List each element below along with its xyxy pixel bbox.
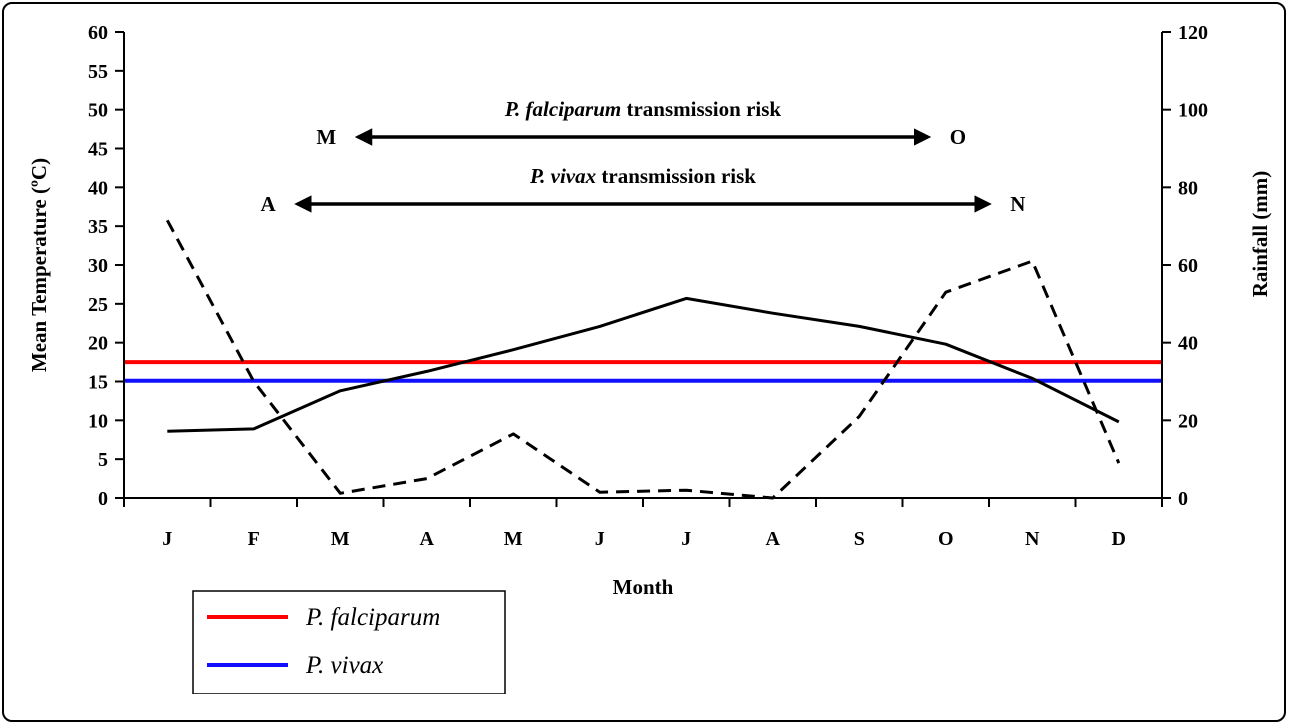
- y-tick-label: 20: [88, 333, 108, 355]
- x-tick-label: N: [1025, 528, 1040, 550]
- legend-label-falciparum: P. falciparum: [305, 604, 440, 631]
- axes: 0 5 10 15 20 25 30 35 40 45 50 55 60 0 20 40 60 80 100 120 J…: [88, 22, 1208, 550]
- x-tick-label: J: [681, 528, 691, 550]
- y2-axis-title: Rainfall (mm): [1248, 171, 1272, 298]
- legend: P. falciparum P. vivax: [192, 590, 506, 694]
- y-tick-label: 0: [98, 488, 108, 510]
- x-tick-label: A: [766, 528, 781, 550]
- x-tick-label: D: [1112, 528, 1126, 550]
- y2-tick-label: 120: [1178, 22, 1208, 44]
- legend-box: [192, 590, 506, 694]
- y-tick-label: 35: [88, 216, 108, 238]
- y2-tick-label: 60: [1178, 255, 1198, 277]
- x-tick-label: J: [595, 528, 605, 550]
- chart: 0 5 10 15 20 25 30 35 40 45 50 55 60 0 20 40 60 80 100 120 J…: [27, 22, 1272, 694]
- species-name: P. falciparum: [504, 97, 621, 121]
- arrow-end-label: O: [950, 125, 966, 149]
- y-tick-label: 5: [98, 449, 108, 471]
- transmission-risk-label: P. vivax transmission risk: [529, 164, 756, 188]
- annotation-layer: M O P. falciparum transmission risk A N P. vi…: [261, 97, 1026, 216]
- series-layer: [165, 219, 1121, 500]
- y2-tick-label: 20: [1178, 410, 1198, 432]
- y2-tick-label: 80: [1178, 177, 1198, 199]
- rainfall-line: [165, 219, 1121, 500]
- y-tick-label: 50: [88, 100, 108, 122]
- x-axis-title: Month: [613, 575, 674, 599]
- x-tick-label: O: [938, 528, 954, 550]
- y-tick-label: 10: [88, 410, 108, 432]
- arrow-end-label: N: [1010, 192, 1025, 216]
- risk-text: transmission risk: [621, 97, 781, 121]
- x-tick-label: M: [331, 528, 350, 550]
- temperature-line: [167, 296, 1120, 433]
- transmission-risk-label: P. falciparum transmission risk: [504, 97, 781, 121]
- y2-tick-label: 0: [1178, 488, 1188, 510]
- y-tick-label: 25: [88, 294, 108, 316]
- x-tick-label: F: [248, 528, 260, 550]
- y-tick-label: 40: [88, 177, 108, 199]
- y-tick-label: 45: [88, 139, 108, 161]
- threshold-lines: [124, 360, 1162, 383]
- y2-tick-label: 40: [1178, 333, 1198, 355]
- x-tick-label: J: [162, 528, 172, 550]
- species-name: P. vivax: [529, 164, 596, 188]
- y-tick-label: 60: [88, 22, 108, 44]
- y-tick-label: 55: [88, 61, 108, 83]
- x-tick-label: S: [854, 528, 865, 550]
- risk-text: transmission risk: [596, 164, 756, 188]
- arrow-start-label: M: [316, 125, 336, 149]
- arrow-start-label: A: [261, 192, 277, 216]
- y-axis-title: Mean Temperature (ºC): [27, 158, 51, 372]
- x-tick-label: A: [420, 528, 435, 550]
- legend-label-vivax: P. vivax: [305, 652, 383, 679]
- x-tick-label: M: [504, 528, 523, 550]
- y-tick-label: 15: [88, 372, 108, 394]
- y2-tick-label: 100: [1178, 100, 1208, 122]
- y-tick-label: 30: [88, 255, 108, 277]
